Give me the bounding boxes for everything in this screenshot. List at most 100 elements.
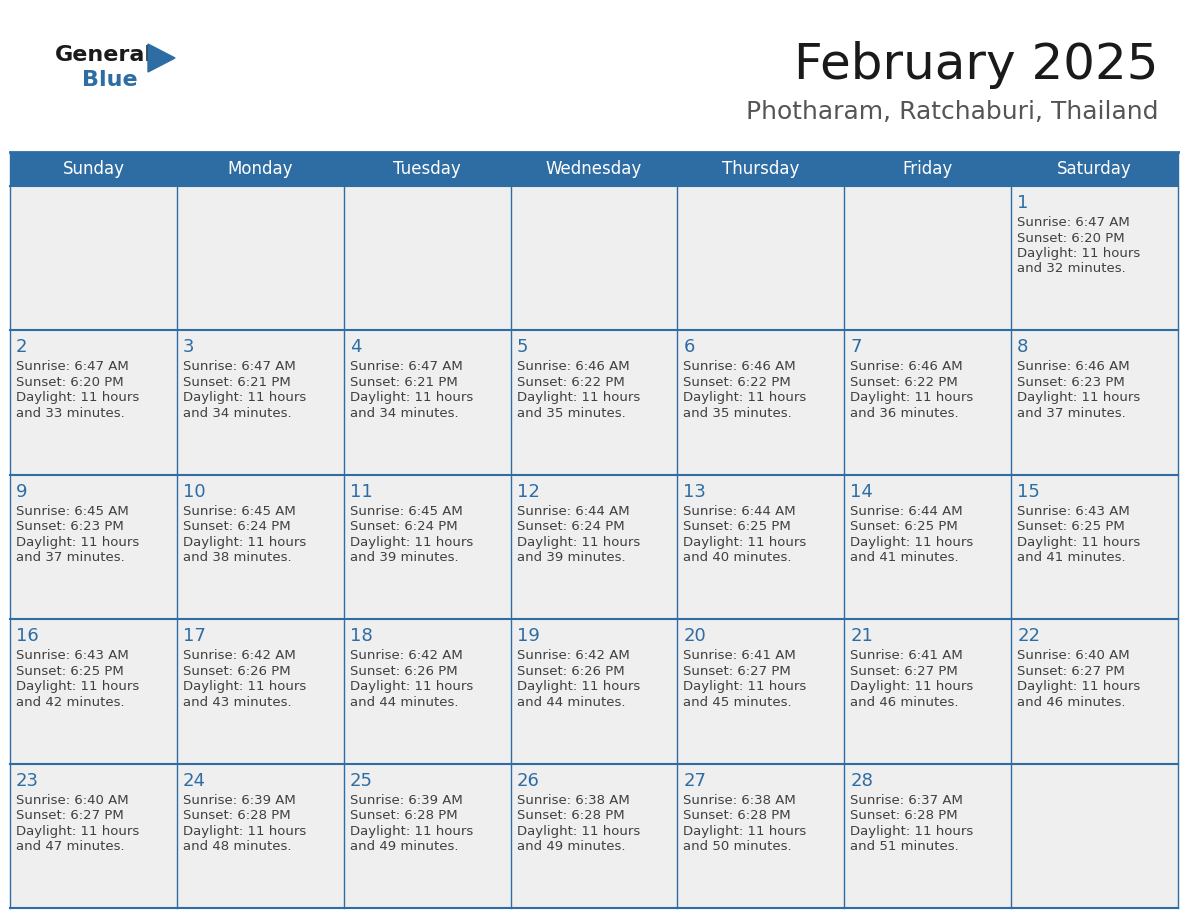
Text: Daylight: 11 hours: Daylight: 11 hours <box>15 391 139 405</box>
Text: General: General <box>55 45 153 65</box>
Text: Daylight: 11 hours: Daylight: 11 hours <box>1017 680 1140 693</box>
Text: and 40 minutes.: and 40 minutes. <box>683 552 792 565</box>
Text: 3: 3 <box>183 339 195 356</box>
Text: 28: 28 <box>851 772 873 789</box>
Text: Sunrise: 6:41 AM: Sunrise: 6:41 AM <box>851 649 963 662</box>
Text: Thursday: Thursday <box>722 160 800 178</box>
Text: 26: 26 <box>517 772 539 789</box>
Text: 2: 2 <box>15 339 27 356</box>
Text: 1: 1 <box>1017 194 1029 212</box>
Bar <box>177 186 343 330</box>
Text: Daylight: 11 hours: Daylight: 11 hours <box>851 824 973 837</box>
Text: Sunset: 6:20 PM: Sunset: 6:20 PM <box>15 375 124 389</box>
Text: 7: 7 <box>851 339 861 356</box>
Text: Daylight: 11 hours: Daylight: 11 hours <box>683 391 807 405</box>
Bar <box>1011 186 1178 330</box>
Text: Sunrise: 6:45 AM: Sunrise: 6:45 AM <box>349 505 462 518</box>
Bar <box>343 186 511 330</box>
Text: Sunrise: 6:47 AM: Sunrise: 6:47 AM <box>15 361 128 374</box>
Text: Daylight: 11 hours: Daylight: 11 hours <box>1017 391 1140 405</box>
Text: Sunrise: 6:38 AM: Sunrise: 6:38 AM <box>517 793 630 807</box>
Text: Sunrise: 6:44 AM: Sunrise: 6:44 AM <box>517 505 630 518</box>
Text: Sunset: 6:24 PM: Sunset: 6:24 PM <box>517 521 624 533</box>
Text: Daylight: 11 hours: Daylight: 11 hours <box>15 536 139 549</box>
Text: 10: 10 <box>183 483 206 501</box>
Bar <box>10 186 177 330</box>
Text: Sunset: 6:24 PM: Sunset: 6:24 PM <box>349 521 457 533</box>
Text: and 45 minutes.: and 45 minutes. <box>683 696 792 709</box>
Text: Daylight: 11 hours: Daylight: 11 hours <box>683 824 807 837</box>
Text: 9: 9 <box>15 483 27 501</box>
Bar <box>10 620 177 764</box>
Bar <box>511 330 677 475</box>
Text: Daylight: 11 hours: Daylight: 11 hours <box>1017 536 1140 549</box>
Text: Sunrise: 6:42 AM: Sunrise: 6:42 AM <box>183 649 296 662</box>
Text: Daylight: 11 hours: Daylight: 11 hours <box>15 680 139 693</box>
Text: Sunset: 6:25 PM: Sunset: 6:25 PM <box>851 521 958 533</box>
Text: Sunrise: 6:46 AM: Sunrise: 6:46 AM <box>517 361 630 374</box>
Text: Sunset: 6:26 PM: Sunset: 6:26 PM <box>349 665 457 677</box>
Text: and 48 minutes.: and 48 minutes. <box>183 840 291 853</box>
Text: 14: 14 <box>851 483 873 501</box>
Text: Sunrise: 6:47 AM: Sunrise: 6:47 AM <box>349 361 462 374</box>
Text: and 49 minutes.: and 49 minutes. <box>517 840 625 853</box>
Bar <box>677 330 845 475</box>
Text: 12: 12 <box>517 483 539 501</box>
Bar <box>845 620 1011 764</box>
Bar <box>177 764 343 908</box>
Text: and 50 minutes.: and 50 minutes. <box>683 840 792 853</box>
Text: Sunrise: 6:37 AM: Sunrise: 6:37 AM <box>851 793 963 807</box>
Text: Daylight: 11 hours: Daylight: 11 hours <box>1017 247 1140 260</box>
Bar <box>10 764 177 908</box>
Bar <box>177 475 343 620</box>
Text: Blue: Blue <box>82 70 138 90</box>
Text: and 34 minutes.: and 34 minutes. <box>349 407 459 420</box>
Bar <box>343 620 511 764</box>
Text: Daylight: 11 hours: Daylight: 11 hours <box>517 824 640 837</box>
Text: Sunrise: 6:44 AM: Sunrise: 6:44 AM <box>683 505 796 518</box>
Text: Daylight: 11 hours: Daylight: 11 hours <box>183 391 307 405</box>
Bar <box>1011 764 1178 908</box>
Bar <box>1011 475 1178 620</box>
Bar <box>511 620 677 764</box>
Text: 5: 5 <box>517 339 529 356</box>
Text: Sunset: 6:28 PM: Sunset: 6:28 PM <box>349 809 457 823</box>
Text: and 37 minutes.: and 37 minutes. <box>15 552 125 565</box>
Text: Sunset: 6:27 PM: Sunset: 6:27 PM <box>851 665 958 677</box>
Text: Tuesday: Tuesday <box>393 160 461 178</box>
Text: 23: 23 <box>15 772 39 789</box>
Text: Daylight: 11 hours: Daylight: 11 hours <box>183 536 307 549</box>
Text: Daylight: 11 hours: Daylight: 11 hours <box>851 536 973 549</box>
Text: and 46 minutes.: and 46 minutes. <box>1017 696 1126 709</box>
Text: Sunrise: 6:40 AM: Sunrise: 6:40 AM <box>1017 649 1130 662</box>
Text: 21: 21 <box>851 627 873 645</box>
Text: Sunrise: 6:42 AM: Sunrise: 6:42 AM <box>349 649 462 662</box>
Text: and 41 minutes.: and 41 minutes. <box>1017 552 1126 565</box>
Text: Sunset: 6:24 PM: Sunset: 6:24 PM <box>183 521 291 533</box>
Text: Sunset: 6:27 PM: Sunset: 6:27 PM <box>1017 665 1125 677</box>
Text: Sunset: 6:23 PM: Sunset: 6:23 PM <box>15 521 124 533</box>
Bar <box>845 764 1011 908</box>
Text: Sunrise: 6:43 AM: Sunrise: 6:43 AM <box>1017 505 1130 518</box>
Text: 6: 6 <box>683 339 695 356</box>
Text: and 44 minutes.: and 44 minutes. <box>349 696 459 709</box>
Text: and 47 minutes.: and 47 minutes. <box>15 840 125 853</box>
Bar <box>511 764 677 908</box>
Text: Sunrise: 6:45 AM: Sunrise: 6:45 AM <box>183 505 296 518</box>
Text: Sunrise: 6:43 AM: Sunrise: 6:43 AM <box>15 649 128 662</box>
Text: Daylight: 11 hours: Daylight: 11 hours <box>517 536 640 549</box>
Bar <box>343 764 511 908</box>
Text: Sunset: 6:28 PM: Sunset: 6:28 PM <box>517 809 624 823</box>
Text: Sunset: 6:26 PM: Sunset: 6:26 PM <box>183 665 291 677</box>
Text: Sunset: 6:23 PM: Sunset: 6:23 PM <box>1017 375 1125 389</box>
Text: and 35 minutes.: and 35 minutes. <box>683 407 792 420</box>
Text: Sunset: 6:28 PM: Sunset: 6:28 PM <box>183 809 291 823</box>
Bar <box>1011 620 1178 764</box>
Text: Sunset: 6:28 PM: Sunset: 6:28 PM <box>683 809 791 823</box>
Text: 17: 17 <box>183 627 206 645</box>
Bar <box>343 475 511 620</box>
Bar <box>845 186 1011 330</box>
Text: and 34 minutes.: and 34 minutes. <box>183 407 291 420</box>
Text: and 36 minutes.: and 36 minutes. <box>851 407 959 420</box>
Text: 19: 19 <box>517 627 539 645</box>
